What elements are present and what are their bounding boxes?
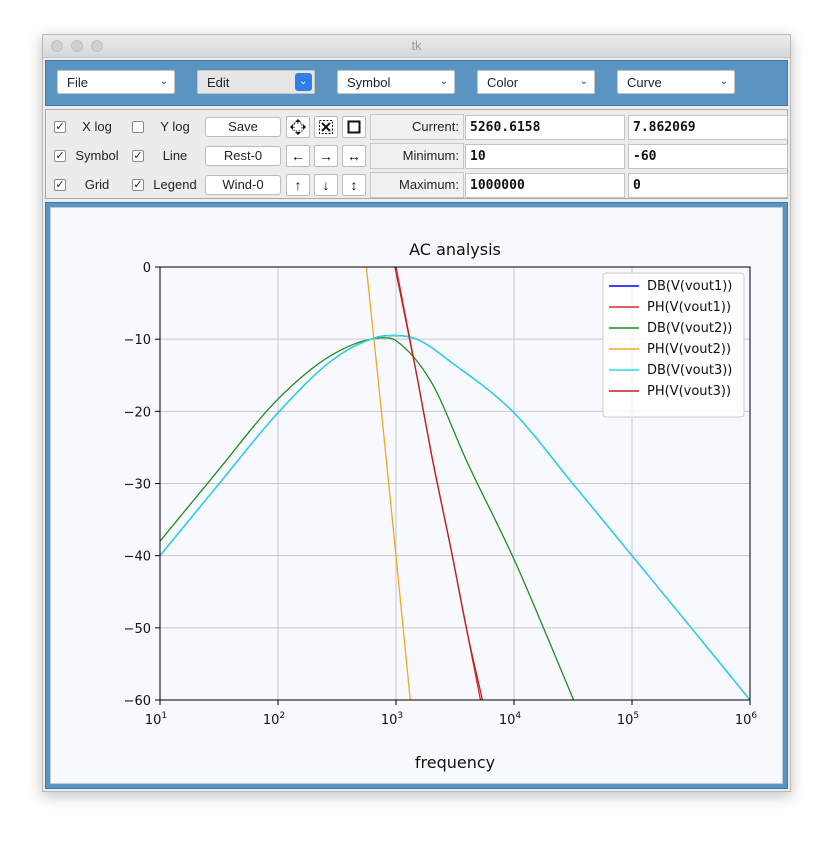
app-window: tk File ⌄ Edit ⌄ Symbol ⌄ Color ⌄ Curve …	[42, 34, 791, 792]
save-button[interactable]: Save	[205, 117, 281, 137]
legend-entry: PH(V(vout3))	[647, 384, 731, 399]
xlog-checkbox[interactable]: ✓	[54, 121, 66, 133]
line-label: Line	[162, 148, 188, 163]
file-menu-label: File	[67, 75, 88, 90]
edit-menu-label: Edit	[207, 75, 230, 90]
title-bar: tk	[43, 35, 790, 58]
curve-menu[interactable]: Curve ⌄	[617, 70, 735, 94]
y-tick-label: −60	[124, 694, 151, 709]
xlog-label: X log	[82, 119, 112, 134]
ylog-checkbox[interactable]	[132, 121, 144, 133]
rest-button[interactable]: Rest-0	[205, 146, 281, 166]
minimize-window-button[interactable]	[71, 40, 83, 52]
symbol-menu[interactable]: Symbol ⌄	[337, 70, 455, 94]
legend-checkbox[interactable]: ✓	[132, 179, 144, 191]
symbol-checkbox[interactable]: ✓	[54, 150, 66, 162]
current-y-field[interactable]: 7.862069	[628, 115, 788, 140]
plot-canvas[interactable]: AC analysis frequency 101 102 103 104 105 106…	[50, 207, 783, 784]
y-tick-label: −50	[124, 622, 151, 637]
chevron-down-icon: ⌄	[719, 76, 728, 87]
legend-entry: DB(V(vout2))	[647, 321, 732, 336]
y-tick-label: −30	[124, 478, 151, 493]
x-tick-exponent: 4	[515, 711, 521, 721]
x-tick-label: 101	[145, 711, 167, 728]
arrow-vertical-icon[interactable]: ↕	[342, 174, 366, 196]
color-menu[interactable]: Color ⌄	[477, 70, 595, 94]
x-tick-exponent: 2	[279, 711, 285, 721]
arrow-left-icon[interactable]: ←	[286, 145, 310, 167]
control-panel: ✓ X log Y log ✓ Symbol ✓ Line ✓ Grid ✓ L…	[45, 109, 788, 199]
series-line-3	[160, 337, 575, 700]
legend: DB(V(vout1)) PH(V(vout1)) DB(V(vout2)) PH(V…	[602, 272, 745, 418]
zoom-window-button[interactable]	[91, 40, 103, 52]
minimum-y-field[interactable]: -60	[628, 144, 788, 169]
curve-menu-label: Curve	[627, 75, 662, 90]
y-tick-label: −40	[124, 550, 151, 565]
legend-entry: DB(V(vout3))	[647, 363, 732, 378]
pan-all-icon[interactable]	[286, 116, 310, 138]
x-tick-label: 105	[617, 711, 639, 728]
grid-checkbox[interactable]: ✓	[54, 179, 66, 191]
symbol-menu-label: Symbol	[347, 75, 391, 90]
edit-menu[interactable]: Edit ⌄	[197, 70, 315, 94]
fit-square-icon[interactable]	[342, 116, 366, 138]
y-tick-label: −10	[124, 333, 151, 348]
series-line-6	[394, 267, 484, 700]
line-checkbox[interactable]: ✓	[132, 150, 144, 162]
chevron-down-icon: ⌄	[159, 76, 168, 87]
series-line-5	[160, 334, 750, 700]
legend-box	[602, 272, 745, 418]
chart-title: AC analysis	[409, 240, 501, 259]
x-tick-label: 106	[735, 711, 758, 728]
arrow-right-icon[interactable]: →	[314, 145, 338, 167]
series-lines	[160, 267, 750, 700]
series-line-4	[365, 267, 411, 700]
arrow-up-icon[interactable]: ↑	[286, 174, 310, 196]
x-tick-exponent: 1	[161, 711, 167, 721]
arrow-horizontal-icon[interactable]: ↔	[342, 145, 366, 167]
legend-label: Legend	[153, 177, 197, 192]
wind-button[interactable]: Wind-0	[205, 175, 281, 195]
x-tick-label: 103	[381, 711, 403, 728]
current-x-field[interactable]: 5260.6158	[465, 115, 625, 140]
symbol-label: Symbol	[75, 148, 119, 163]
grid-label: Grid	[84, 177, 110, 192]
window-title: tk	[411, 38, 422, 53]
arrow-down-icon[interactable]: ↓	[314, 174, 338, 196]
legend-entry: PH(V(vout2))	[647, 342, 731, 357]
y-tick-label: −20	[124, 405, 151, 420]
ac-analysis-chart[interactable]: AC analysis frequency 101 102 103 104 105 106…	[51, 208, 782, 783]
maximum-label: Maximum:	[370, 172, 464, 198]
y-tick-label: 0	[143, 261, 151, 276]
chevron-down-icon: ⌄	[439, 76, 448, 87]
chevron-down-icon: ⌄	[295, 73, 312, 91]
maximum-y-field[interactable]: 0	[628, 173, 788, 198]
zoom-box-icon[interactable]	[314, 116, 338, 138]
plot-frame: AC analysis frequency 101 102 103 104 105 106…	[45, 202, 788, 789]
ylog-label: Y log	[160, 119, 190, 134]
x-tick-exponent: 6	[751, 711, 757, 721]
minimum-label: Minimum:	[370, 143, 464, 169]
minimum-x-field[interactable]: 10	[465, 144, 625, 169]
maximum-x-field[interactable]: 1000000	[465, 173, 625, 198]
file-menu[interactable]: File ⌄	[57, 70, 175, 94]
x-tick-label: 102	[263, 711, 285, 728]
x-axis-label: frequency	[415, 753, 495, 772]
menu-bar: File ⌄ Edit ⌄ Symbol ⌄ Color ⌄ Curve ⌄	[45, 60, 788, 106]
current-label: Current:	[370, 114, 464, 140]
x-tick-exponent: 3	[397, 711, 403, 721]
close-window-button[interactable]	[51, 40, 63, 52]
chevron-down-icon: ⌄	[579, 76, 588, 87]
color-menu-label: Color	[487, 75, 519, 90]
x-tick-label: 104	[499, 711, 522, 728]
legend-entry: PH(V(vout1))	[647, 300, 731, 315]
x-tick-exponent: 5	[633, 711, 639, 721]
legend-entry: DB(V(vout1))	[647, 279, 732, 294]
